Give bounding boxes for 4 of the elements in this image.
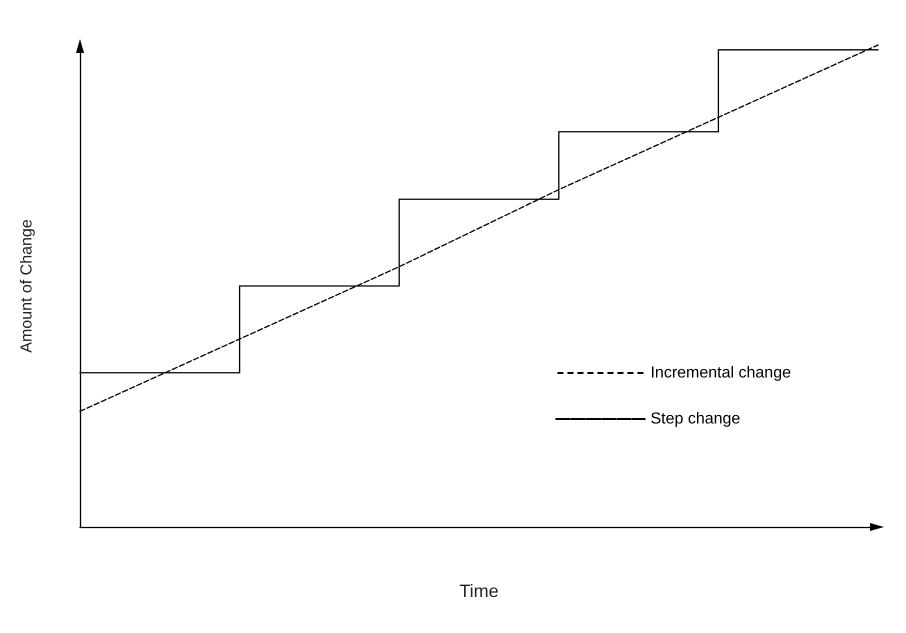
- legend-label: Step change: [650, 410, 740, 428]
- legend-label: Incremental change: [650, 364, 792, 382]
- x-axis-title: Time: [459, 581, 499, 601]
- y-axis-title: Amount of Change: [18, 219, 36, 353]
